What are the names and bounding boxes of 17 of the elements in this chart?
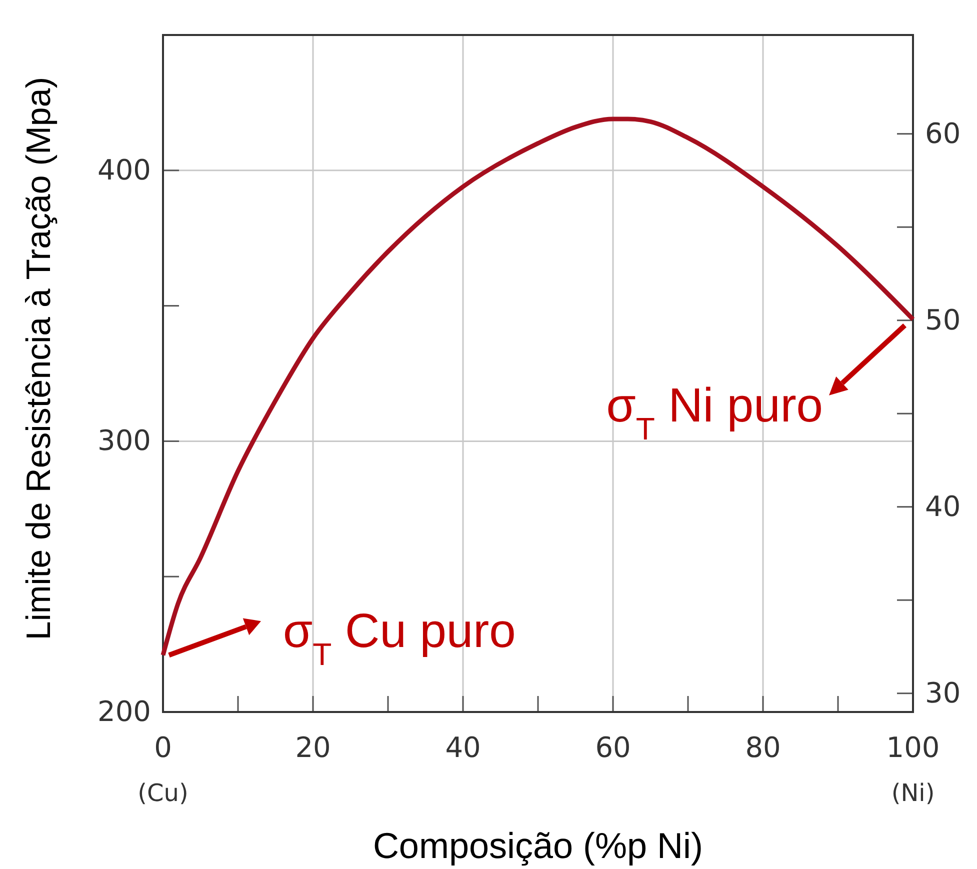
y2-tick-label: 60 xyxy=(925,116,961,150)
x-tick-label: 60 xyxy=(595,731,631,764)
annotation: σ$_{T}$ Ni puro xyxy=(606,379,823,446)
annotation: σ$_{T}$ Cu puro xyxy=(283,605,516,672)
x-tick-label: 80 xyxy=(745,731,781,764)
x-tick-label: 20 xyxy=(295,731,331,764)
x-tick-label: 100 (Ni) xyxy=(886,731,940,807)
y-tick-label: 200 xyxy=(98,694,151,728)
y2-tick-label: 30 xyxy=(925,676,961,710)
y-tick-label: 400 xyxy=(98,153,151,186)
y2-tick-label: 50 xyxy=(925,303,961,336)
y2-tick-label: 40 xyxy=(925,490,961,523)
y-axis-title: Limite de Resistência à Tração (Mpa) xyxy=(20,76,58,640)
x-tick-label: 40 xyxy=(445,731,481,764)
y-tick-label: 300 xyxy=(98,424,151,458)
x-tick-label: 0 (Cu) xyxy=(138,731,188,807)
x-axis-title: Composição (%p Ni) xyxy=(372,825,704,866)
